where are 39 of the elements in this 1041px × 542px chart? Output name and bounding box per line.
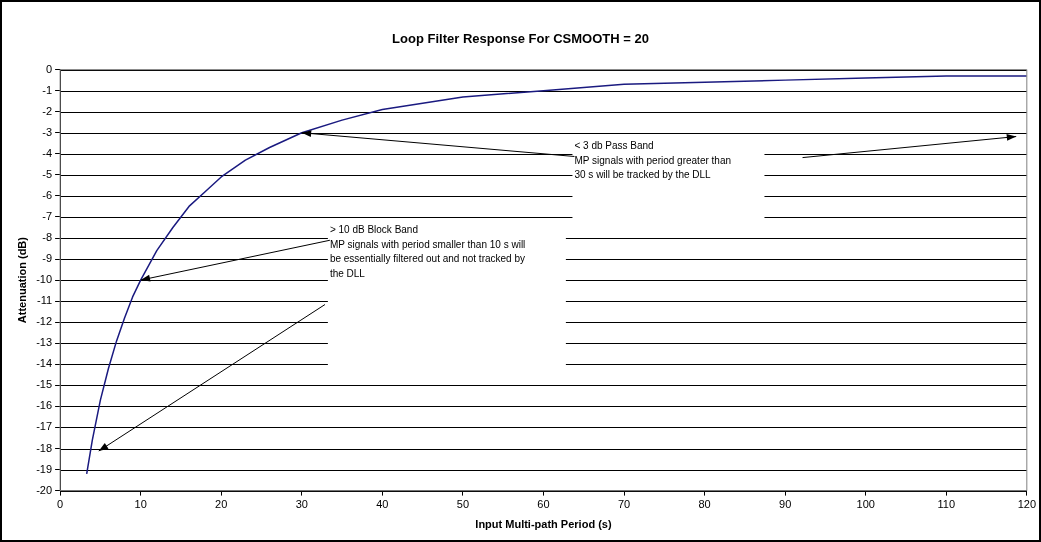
y-tick-label: -6 xyxy=(42,188,53,201)
x-tick-label: 60 xyxy=(537,498,550,511)
y-tick-label: -2 xyxy=(42,104,53,117)
y-tick-label: -19 xyxy=(36,462,53,475)
y-tick-label: -1 xyxy=(42,83,53,96)
y-tick-label: -5 xyxy=(42,167,53,180)
y-axis-title: Attenuation (dB) xyxy=(15,236,28,324)
y-tick-label: -13 xyxy=(36,336,53,349)
x-tick-label: 30 xyxy=(295,498,308,511)
x-tick-label: 0 xyxy=(57,498,64,511)
x-axis-title: Input Multi-path Period (s) xyxy=(475,518,612,531)
y-tick-label: -9 xyxy=(42,252,53,265)
y-tick-label: -16 xyxy=(36,399,53,412)
y-tick-label: -17 xyxy=(36,420,53,433)
x-tick-label: 50 xyxy=(456,498,470,511)
x-tick-label: 120 xyxy=(1017,498,1036,511)
y-tick-label: -20 xyxy=(36,483,53,496)
y-tick-label: -10 xyxy=(36,273,53,286)
y-tick-label: -15 xyxy=(36,378,53,391)
x-tick-label: 100 xyxy=(856,498,875,511)
y-tick-label: -4 xyxy=(42,146,53,159)
x-tick-label: 10 xyxy=(134,498,147,511)
x-tick-label: 70 xyxy=(617,498,631,511)
annotation: < 3 db Pass Band MP signals with period greater than 30 s will be tracked by the DLL xyxy=(574,140,732,181)
x-tick-label: 80 xyxy=(698,498,711,511)
chart-title: Loop Filter Response For CSMOOTH = 20 xyxy=(392,31,649,47)
y-tick-label: -11 xyxy=(37,294,53,307)
annotation: > 10 dB Block Band MP signals with period smaller than 10 s will be essentially filtered out and not tracked by the DLL xyxy=(329,224,526,279)
x-tick-label: 20 xyxy=(215,498,228,511)
y-tick-label: -8 xyxy=(42,231,53,244)
y-tick-label: -14 xyxy=(36,357,53,370)
y-tick-label: 0 xyxy=(45,62,53,75)
y-tick-label: -18 xyxy=(36,441,53,454)
y-tick-label: -12 xyxy=(36,315,53,328)
y-tick-label: -7 xyxy=(42,209,53,222)
x-tick-label: 40 xyxy=(376,498,389,511)
x-tick-label: 90 xyxy=(779,498,792,511)
x-tick-label: 110 xyxy=(937,498,956,511)
y-tick-label: -3 xyxy=(42,125,53,138)
